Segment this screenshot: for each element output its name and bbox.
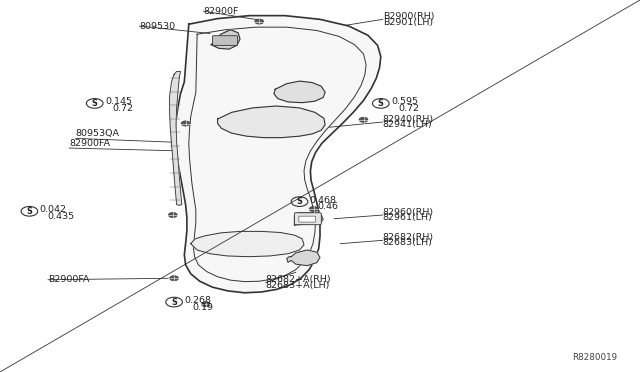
Polygon shape: [294, 213, 323, 225]
Text: 82683+A(LH): 82683+A(LH): [266, 281, 330, 290]
Polygon shape: [191, 231, 304, 257]
Text: 0.72: 0.72: [113, 104, 134, 113]
Circle shape: [168, 212, 177, 218]
Text: 809530: 809530: [140, 22, 175, 31]
Text: S: S: [171, 298, 177, 307]
Polygon shape: [274, 81, 325, 103]
Text: 0.46: 0.46: [317, 202, 339, 211]
Circle shape: [170, 276, 179, 281]
Text: 0.145: 0.145: [105, 97, 132, 106]
FancyBboxPatch shape: [212, 36, 237, 45]
Text: B2900FA: B2900FA: [48, 275, 90, 284]
Text: 82682+A(RH): 82682+A(RH): [266, 275, 332, 284]
Text: 0.19: 0.19: [192, 303, 213, 312]
Text: 0.435: 0.435: [47, 212, 74, 221]
Text: R8280019: R8280019: [572, 353, 618, 362]
FancyBboxPatch shape: [299, 216, 316, 222]
Text: 82900F: 82900F: [204, 7, 239, 16]
Polygon shape: [175, 16, 381, 293]
Text: 82961(LH): 82961(LH): [383, 213, 433, 222]
Polygon shape: [170, 71, 182, 205]
Polygon shape: [287, 250, 320, 266]
Circle shape: [255, 19, 264, 24]
Text: S: S: [92, 99, 98, 108]
Text: 82683(LH): 82683(LH): [383, 238, 433, 247]
Text: 0.72: 0.72: [399, 104, 420, 113]
Text: 80953QA: 80953QA: [76, 129, 120, 138]
Polygon shape: [211, 30, 240, 49]
Circle shape: [359, 117, 368, 122]
Text: 0.468: 0.468: [310, 196, 337, 205]
Polygon shape: [218, 106, 325, 138]
Text: 0.595: 0.595: [391, 97, 418, 106]
Text: 82940(RH): 82940(RH): [383, 115, 434, 124]
Text: 82900FA: 82900FA: [69, 139, 110, 148]
Text: B2901(LH): B2901(LH): [383, 18, 433, 27]
FancyBboxPatch shape: [294, 213, 321, 225]
Text: 0.042: 0.042: [40, 205, 67, 214]
Text: 82941(LH): 82941(LH): [383, 121, 433, 129]
Circle shape: [181, 121, 190, 126]
Text: 0.268: 0.268: [184, 296, 211, 305]
Circle shape: [202, 302, 211, 307]
Circle shape: [309, 206, 318, 212]
Text: S: S: [378, 99, 384, 108]
Text: 82960(RH): 82960(RH): [383, 208, 434, 217]
Text: S: S: [26, 207, 33, 216]
Text: S: S: [296, 197, 303, 206]
Text: B2900(RH): B2900(RH): [383, 12, 434, 21]
Text: 82682(RH): 82682(RH): [383, 233, 434, 242]
